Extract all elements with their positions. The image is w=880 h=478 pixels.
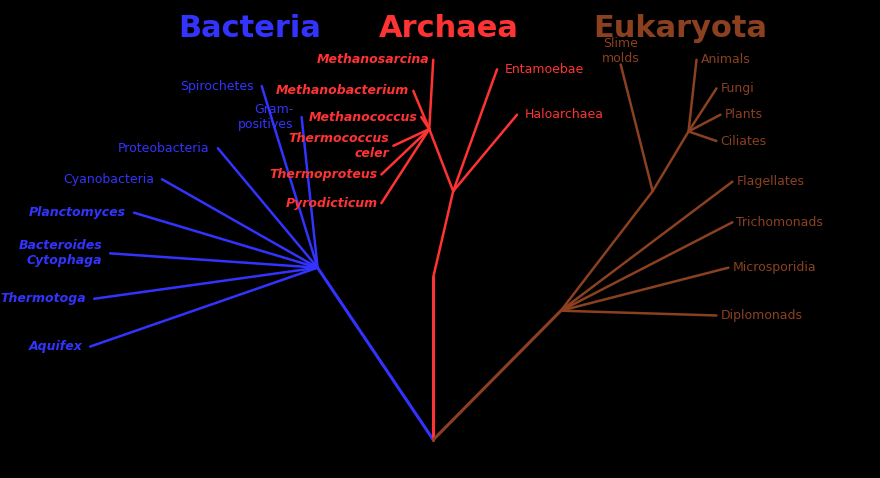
Text: Bacteroides
Cytophaga: Bacteroides Cytophaga [18,239,102,267]
Text: Proteobacteria: Proteobacteria [118,141,209,155]
Text: Methanosarcina: Methanosarcina [317,53,429,66]
Text: Animals: Animals [700,53,751,66]
Text: Thermoproteus: Thermoproteus [269,168,378,181]
Text: Fungi: Fungi [721,82,754,95]
Text: Ciliates: Ciliates [721,134,766,148]
Text: Spirochetes: Spirochetes [180,79,253,93]
Text: Eukaryota: Eukaryota [593,14,767,43]
Text: Thermotoga: Thermotoga [1,292,86,305]
Text: Planctomyces: Planctomyces [29,206,126,219]
Text: Entamoebae: Entamoebae [505,63,584,76]
Text: Slime
molds: Slime molds [602,36,640,65]
Text: Methanobacterium: Methanobacterium [276,84,409,98]
Text: Cyanobacteria: Cyanobacteria [63,173,154,186]
Text: Diplomonads: Diplomonads [721,309,803,322]
Text: Methanococcus: Methanococcus [308,110,417,124]
Text: Plants: Plants [724,108,762,121]
Text: Flagellates: Flagellates [737,175,804,188]
Text: Thermococcus
celer: Thermococcus celer [289,132,389,160]
Text: Archaea: Archaea [379,14,519,43]
Text: Trichomonads: Trichomonads [737,216,824,229]
Text: Microsporidia: Microsporidia [732,261,816,274]
Text: Bacteria: Bacteria [179,14,321,43]
Text: Haloarchaea: Haloarchaea [525,108,604,121]
Text: Aquifex: Aquifex [28,340,82,353]
Text: Gram-
positives: Gram- positives [238,103,294,131]
Text: Pyrodicticum: Pyrodicticum [285,196,378,210]
